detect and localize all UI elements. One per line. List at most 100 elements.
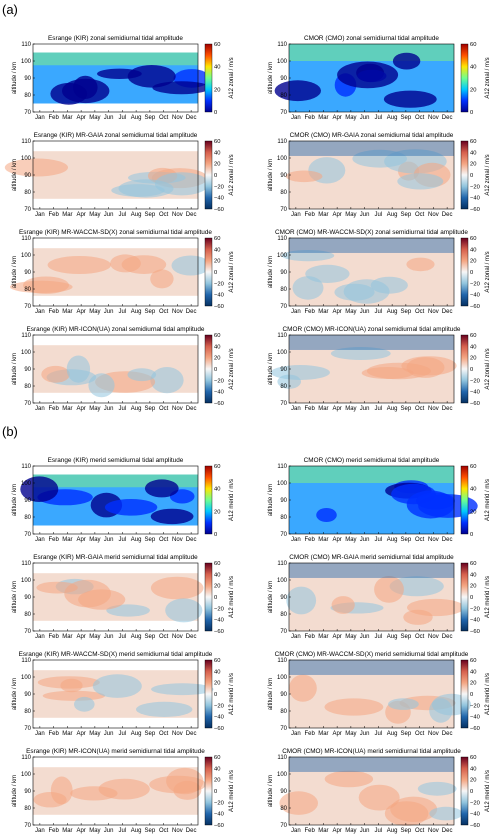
colorbar-tick-label: −40 (214, 812, 224, 818)
colorbar-label: A12 zonal / m/s (485, 251, 491, 292)
panel-label-b: (b) (2, 424, 18, 439)
x-tick-label: Feb (304, 634, 315, 640)
y-tick-label: 70 (280, 401, 287, 407)
y-tick-label: 80 (280, 287, 287, 293)
chart-panel: Esrange (KIR) MR-GAIA merid semidiurnal … (12, 554, 235, 640)
y-tick-label: 70 (280, 823, 287, 829)
y-tick-label: 110 (277, 658, 287, 664)
x-tick-label: May (89, 537, 100, 543)
x-tick-label: Aug (387, 537, 398, 543)
colorbar-tick-label: 40 (470, 572, 476, 578)
x-tick-label: Oct (415, 828, 425, 834)
colorbar-label: A12 merid / m/s (485, 576, 491, 618)
colorbar (204, 237, 213, 307)
x-tick-label: Mar (318, 537, 328, 543)
y-tick-label: 80 (280, 93, 287, 99)
x-tick-label: Aug (387, 309, 398, 315)
colorbar-tick-label: 40 (214, 247, 220, 253)
x-tick-label: Apr (332, 309, 341, 315)
y-tick-label: 80 (24, 515, 31, 521)
x-tick-label: Oct (415, 115, 425, 121)
chart-title: Esrange (KIR) MR-ICON(UA) zonal semidiur… (27, 326, 205, 333)
y-axis-label: altitude / km (12, 581, 18, 613)
x-tick-label: Nov (172, 828, 183, 834)
colorbar-label: A12 merid / m/s (229, 576, 235, 618)
x-tick-label: May (345, 406, 356, 412)
x-tick-label: Jun (360, 115, 370, 121)
colorbar (204, 140, 213, 210)
heatmap-upper-band (289, 757, 454, 772)
colorbar-tick-label: 40 (470, 65, 476, 71)
x-tick-label: Feb (48, 634, 59, 640)
colorbar-tick-label: 60 (214, 755, 220, 761)
x-tick-label: Sep (145, 537, 156, 543)
colorbar (460, 562, 469, 632)
x-tick-label: Jul (119, 828, 127, 834)
x-tick-label: May (89, 634, 100, 640)
y-tick-label: 70 (280, 629, 287, 635)
colorbar-label: A12 merid / m/s (485, 770, 491, 812)
colorbar-tick-label: 60 (470, 42, 476, 48)
y-tick-label: 80 (24, 190, 31, 196)
heatmap-upper-band (289, 660, 454, 675)
x-tick-label: Oct (159, 731, 169, 737)
colorbar-tick-label: −60 (470, 823, 480, 829)
chart-title: CMOR (CMO) MR-GAIA zonal semidiurnal tid… (290, 132, 454, 139)
x-tick-label: Nov (428, 309, 439, 315)
y-tick-label: 110 (277, 464, 287, 470)
x-tick-label: Jan (35, 537, 45, 543)
x-tick-label: Jun (104, 537, 114, 543)
y-tick-label: 90 (280, 270, 287, 276)
colorbar-tick-label: 0 (214, 367, 217, 373)
chart-panel: CMOR (CMO) MR-WACCM-SD(X) zonal semidiur… (268, 229, 491, 315)
x-tick-label: Aug (131, 828, 142, 834)
x-tick-label: Dec (442, 406, 453, 412)
y-tick-label: 100 (277, 156, 288, 162)
chart-panel: CMOR (CMO) merid semidiurnal tidal ampli… (268, 457, 491, 543)
colorbar-tick-label: 0 (214, 173, 217, 179)
colorbar-tick-label: 60 (470, 561, 476, 567)
colorbar-tick-label: −20 (470, 703, 480, 709)
x-tick-label: May (89, 212, 100, 218)
chart-title: Esrange (KIR) zonal semidiurnal tidal am… (48, 35, 183, 42)
colorbar-tick-label: −60 (214, 726, 224, 732)
colorbar-tick-label: 0 (470, 532, 473, 538)
colorbar-tick-label: 0 (470, 173, 473, 179)
x-tick-label: Sep (401, 537, 412, 543)
colorbar (204, 659, 213, 729)
x-tick-label: Mar (318, 115, 328, 121)
y-axis-label: altitude / km (268, 484, 274, 516)
x-tick-label: May (345, 828, 356, 834)
x-tick-label: Aug (387, 212, 398, 218)
y-tick-label: 90 (24, 498, 31, 504)
x-tick-label: Jun (104, 309, 114, 315)
colorbar-tick-label: −60 (470, 207, 480, 213)
x-tick-label: May (89, 406, 100, 412)
y-tick-label: 100 (277, 253, 288, 259)
x-tick-label: Nov (428, 406, 439, 412)
x-tick-label: Jan (35, 115, 45, 121)
y-tick-label: 110 (277, 42, 287, 48)
x-tick-label: May (345, 212, 356, 218)
colorbar-label: A12 zonal / m/s (229, 154, 235, 195)
x-tick-label: Jan (35, 731, 45, 737)
colorbar-tick-label: 60 (214, 139, 220, 145)
x-tick-label: Jan (35, 828, 45, 834)
colorbar-tick-label: 40 (470, 150, 476, 156)
y-tick-label: 80 (280, 709, 287, 715)
y-tick-label: 90 (24, 367, 31, 373)
x-tick-label: Nov (172, 406, 183, 412)
chart-panel: Esrange (KIR) zonal semidiurnal tidal am… (12, 35, 235, 121)
x-tick-label: Apr (332, 115, 341, 121)
colorbar-label: A12 zonal / m/s (229, 251, 235, 292)
chart-title: CMOR (CMO) zonal semidiurnal tidal ampli… (304, 35, 439, 42)
x-tick-label: Jan (35, 406, 45, 412)
x-tick-label: Jan (35, 634, 45, 640)
colorbar-tick-label: −60 (214, 401, 224, 407)
x-tick-label: Feb (304, 212, 315, 218)
x-tick-label: Dec (442, 115, 453, 121)
y-axis-label: altitude / km (12, 256, 18, 288)
colorbar-tick-label: −20 (214, 184, 224, 190)
x-tick-label: Sep (401, 828, 412, 834)
